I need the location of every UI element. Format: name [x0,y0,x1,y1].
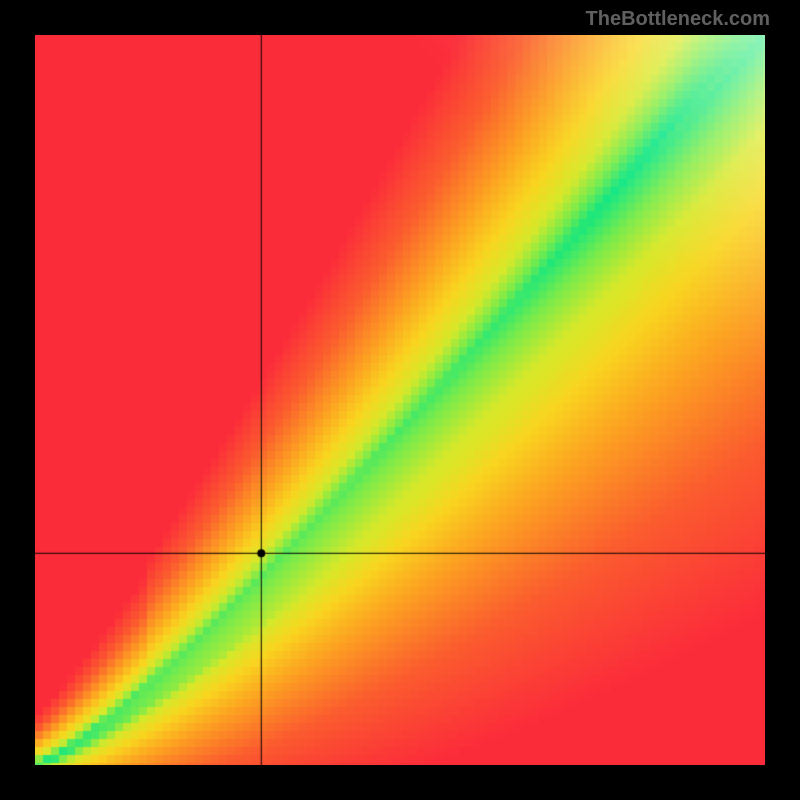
heatmap-canvas [35,35,765,765]
chart-container: TheBottleneck.com [0,0,800,800]
plot-area [35,35,765,765]
attribution-text: TheBottleneck.com [586,8,770,31]
